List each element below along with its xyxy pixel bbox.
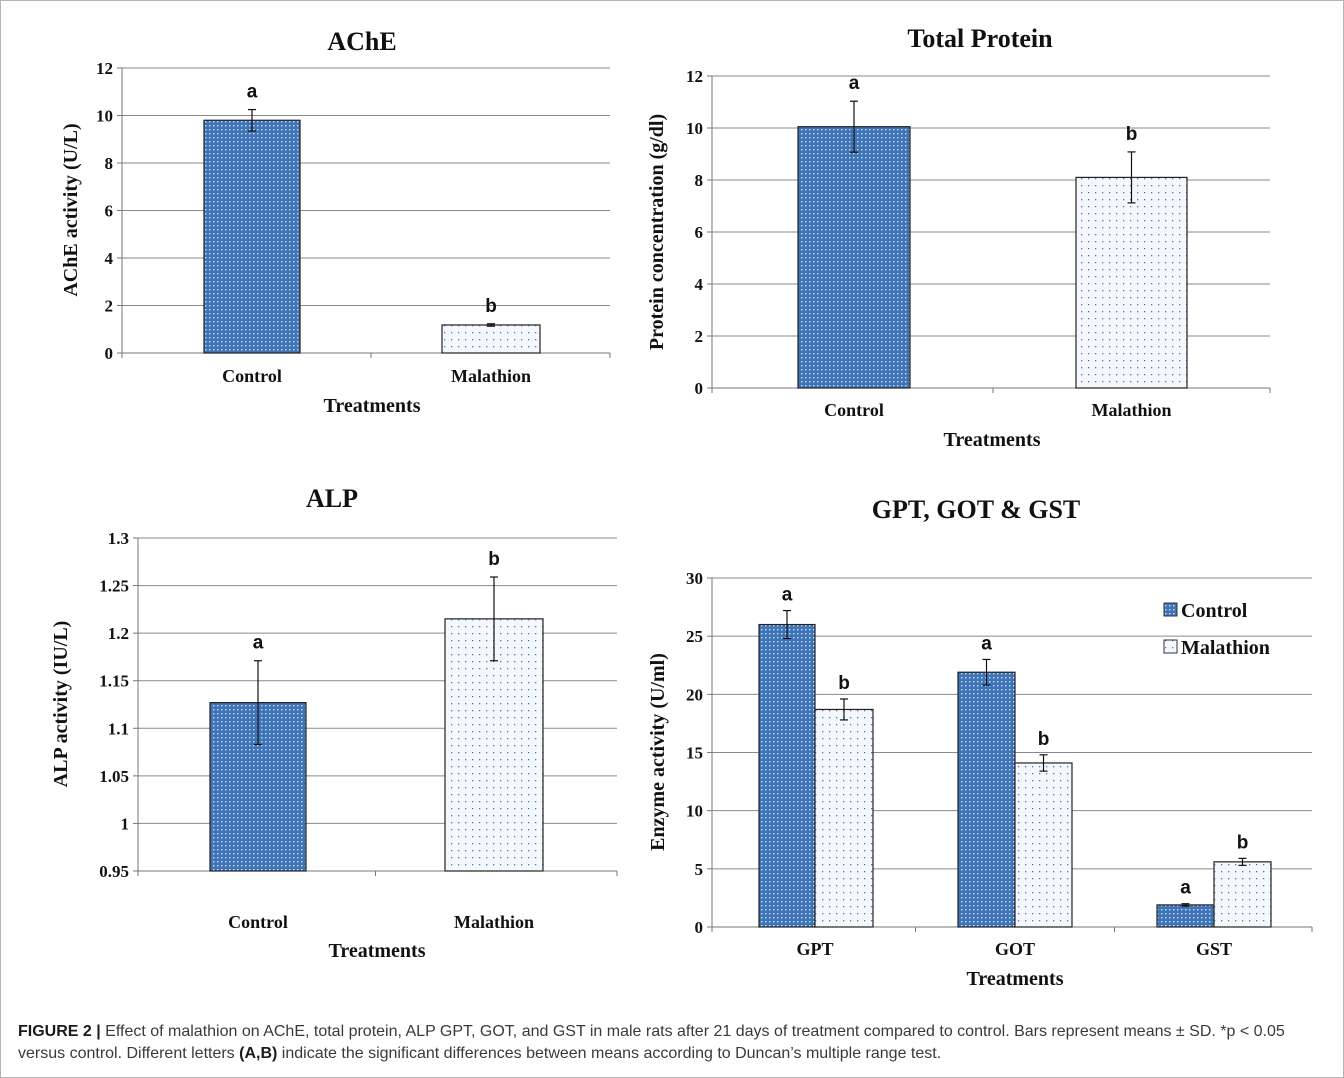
figure-caption: FIGURE 2 | Effect of malathion on AChE, … <box>18 1021 1328 1065</box>
chart-ache-ylabel: AChE activity (U/L) <box>60 123 82 296</box>
legend-swatch-control <box>1163 602 1178 617</box>
enzymes-cat-gpt: GPT <box>796 939 833 959</box>
chart-alp-yticks: 0.95 1 1.05 1.1 1.15 1.2 1.25 1.3 <box>99 529 129 881</box>
enzymes-letter-malathion-got: b <box>1038 729 1050 750</box>
enzymes-letter-control-gpt: a <box>782 585 793 606</box>
protein-ytick-0: 0 <box>695 379 704 398</box>
protein-letter-malathion: b <box>1126 124 1138 145</box>
legend-swatch-malathion <box>1163 639 1178 654</box>
ache-ytick-1: 2 <box>105 297 114 316</box>
alp-ytick-2: 1.05 <box>99 767 129 786</box>
protein-ytick-3: 6 <box>695 223 704 242</box>
enzymes-letter-malathion-gst: b <box>1237 832 1249 853</box>
alp-ytick-0: 0.95 <box>99 862 129 881</box>
chart-enzymes-xlabel: Treatments <box>966 968 1063 990</box>
caption-bold-letters: (A,B) <box>239 1045 278 1062</box>
enzymes-ytick-3: 15 <box>686 744 703 763</box>
protein-letter-control: a <box>849 73 860 94</box>
enzymes-ytick-5: 25 <box>686 627 703 646</box>
protein-ytick-6: 12 <box>686 67 703 86</box>
chart-enzymes-legend: Control Malathion <box>1163 600 1270 659</box>
alp-letter-malathion: b <box>488 549 500 570</box>
chart-enzymes-ylabel: Enzyme activity (U/ml) <box>647 653 669 851</box>
chart-alp: ALP ALP activity (IU/L) Treatments 0.95 … <box>50 484 618 962</box>
alp-ytick-1: 1 <box>121 814 130 833</box>
chart-ache-yticks: 0 2 4 6 8 10 12 <box>96 59 114 363</box>
ache-cat-control: Control <box>222 366 282 386</box>
protein-ytick-4: 8 <box>695 171 704 190</box>
alp-letter-control: a <box>253 633 264 654</box>
enzymes-bar-malathion-gpt <box>814 708 874 928</box>
ache-cat-malathion: Malathion <box>451 366 531 386</box>
protein-bar-control <box>797 126 911 389</box>
chart-protein-ylabel: Protein concentration (g/dl) <box>646 114 668 350</box>
ache-letter-malathion: b <box>485 296 497 317</box>
chart-protein-xlabel: Treatments <box>943 429 1040 451</box>
chart-protein-plot <box>707 75 1271 393</box>
caption-text-after: indicate the significant differences bet… <box>277 1045 942 1062</box>
protein-cat-malathion: Malathion <box>1091 400 1171 420</box>
alp-ytick-6: 1.25 <box>99 577 129 596</box>
enzymes-cat-got: GOT <box>995 939 1035 959</box>
enzymes-bar-malathion-gst <box>1213 861 1272 928</box>
legend-label-malathion: Malathion <box>1181 637 1270 659</box>
legend-label-control: Control <box>1181 600 1248 622</box>
chart-enzymes: GPT, GOT & GST Enzyme activity (U/ml) Tr… <box>647 495 1313 990</box>
ache-bar-control <box>203 119 301 354</box>
alp-ytick-5: 1.2 <box>108 624 129 643</box>
chart-ache-plot <box>117 67 611 358</box>
ache-ytick-2: 4 <box>105 249 114 268</box>
enzymes-ytick-4: 20 <box>686 685 703 704</box>
chart-enzymes-yticks: 0 5 10 15 20 25 30 <box>686 569 703 937</box>
ache-bar-malathion <box>441 324 541 354</box>
alp-ytick-4: 1.15 <box>99 672 129 691</box>
protein-ytick-1: 2 <box>695 327 704 346</box>
ache-letter-control: a <box>247 82 258 103</box>
chart-protein-title: Total Protein <box>907 24 1053 53</box>
enzymes-ytick-1: 5 <box>695 860 704 879</box>
chart-alp-xlabel: Treatments <box>328 940 425 962</box>
chart-protein: Total Protein Protein concentration (g/d… <box>646 24 1271 451</box>
enzymes-ytick-6: 30 <box>686 569 703 588</box>
enzymes-bar-control-gst <box>1156 904 1215 928</box>
enzymes-bar-control-got <box>957 671 1016 928</box>
enzymes-letter-malathion-gpt: b <box>838 673 850 694</box>
chart-protein-yticks: 0 2 4 6 8 10 12 <box>686 67 704 398</box>
enzymes-ytick-0: 0 <box>695 918 704 937</box>
enzymes-letter-control-got: a <box>981 633 992 654</box>
ache-ytick-3: 6 <box>105 202 114 221</box>
alp-ytick-3: 1.1 <box>108 719 129 738</box>
protein-ytick-2: 4 <box>695 275 704 294</box>
figure-charts: AChE AChE activity (U/L) Treatments 0 2 … <box>50 24 1313 990</box>
ache-ytick-0: 0 <box>105 344 114 363</box>
enzymes-bar-malathion-got <box>1014 762 1073 928</box>
enzymes-bar-control-gpt <box>758 623 816 928</box>
chart-enzymes-title: GPT, GOT & GST <box>872 495 1081 524</box>
enzymes-ytick-2: 10 <box>686 802 703 821</box>
chart-ache-xlabel: Treatments <box>323 395 420 417</box>
caption-label: FIGURE 2 | <box>18 1023 101 1040</box>
ache-ytick-6: 12 <box>96 59 113 78</box>
enzymes-letter-control-gst: a <box>1180 878 1191 899</box>
chart-ache: AChE AChE activity (U/L) Treatments 0 2 … <box>60 27 611 417</box>
chart-ache-title: AChE <box>327 27 396 56</box>
chart-enzymes-plot <box>707 577 1313 932</box>
caption-text-before: Effect of malathion on AChE, total prote… <box>18 1023 1285 1062</box>
alp-cat-malathion: Malathion <box>454 912 534 932</box>
protein-cat-control: Control <box>824 400 884 420</box>
ache-ytick-5: 10 <box>96 107 113 126</box>
enzymes-cat-gst: GST <box>1196 939 1232 959</box>
chart-alp-plot <box>133 537 618 876</box>
ache-ytick-4: 8 <box>105 154 114 173</box>
chart-alp-ylabel: ALP activity (IU/L) <box>50 621 72 788</box>
alp-cat-control: Control <box>228 912 288 932</box>
protein-bar-malathion <box>1075 176 1188 389</box>
chart-alp-title: ALP <box>306 484 358 513</box>
protein-ytick-5: 10 <box>686 119 703 138</box>
alp-ytick-7: 1.3 <box>108 529 129 548</box>
